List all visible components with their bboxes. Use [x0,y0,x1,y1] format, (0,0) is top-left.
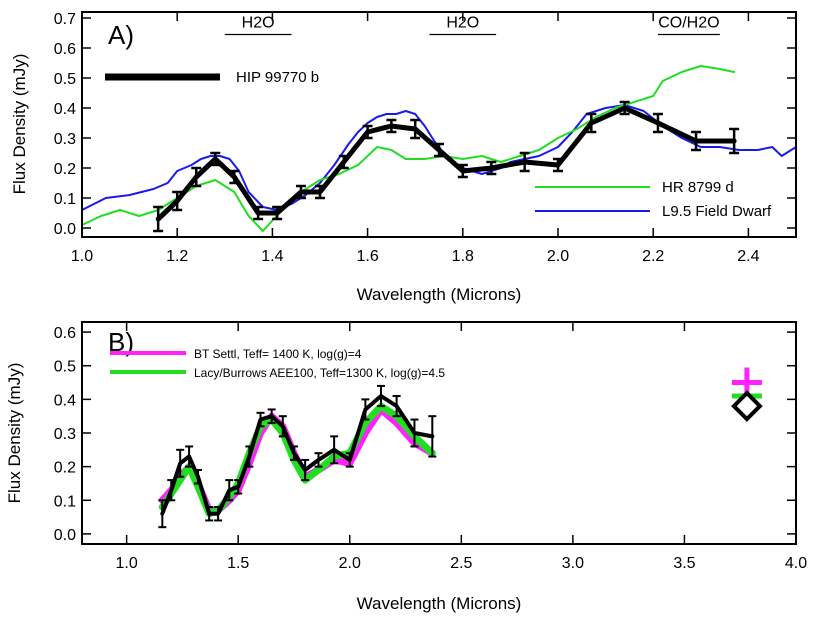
panel-a-y-axis-label: Flux Density (mJy) [10,54,29,195]
panel-a-axis-ticks: 1.0 1.2 1.4 1.6 1.8 2.0 2.2 2.4 0.0 0.1 0.2 0.3 0.4 0… [54,11,796,265]
panel-a-label: A) [108,20,134,50]
panel-b-series [158,367,763,529]
panel-b-y-tick-label: 0.0 [54,527,76,544]
panel-b-y-tick-label: 0.3 [54,426,76,443]
series-line-hip-99770-b [155,105,737,222]
panel-a-y-tick-label: 0.3 [54,131,76,148]
panel-b: 1.0 1.5 2.0 2.5 3.0 3.5 4.0 0.0 0.1 0.2 0.3 0.4 0.5 0… [5,321,807,613]
panel-a-y-tick-label: 0.5 [54,71,76,88]
panel-a-series [81,65,797,233]
panel-b-legend: BT Settl, Teff= 1400 K, log(g)=4 Lacy/Bu… [110,347,445,380]
panel-b-frame [81,321,797,545]
photometry-point-hip-99770-b [731,390,763,422]
panel-b-y-tick-label: 0.5 [54,359,76,376]
panel-b-y-tick-label: 0.4 [54,392,76,409]
legend-label-lacy-burrows: Lacy/Burrows AEE100, Teff=1300 K, log(g)… [194,366,445,380]
panel-a-frame [81,11,797,238]
legend-label-bt-settl: BT Settl, Teff= 1400 K, log(g)=4 [194,347,362,361]
panel-b-x-tick-label: 1.5 [227,555,249,572]
panel-a-absorption-bands: H2O H2O CO/H2O [224,15,720,36]
panel-a-y-tick-label: 0.7 [54,11,76,28]
panel-b-y-tick-label: 0.2 [54,460,76,477]
panel-b-axis-ticks: 1.0 1.5 2.0 2.5 3.0 3.5 4.0 0.0 0.1 0.2 0.3 0.4 0.5 0… [54,322,807,572]
panel-b-x-tick-label: 3.5 [673,555,695,572]
panel-a-x-tick-label: 1.0 [71,248,93,265]
band-label-h2o: H2O [446,15,479,32]
panel-b-x-tick-label: 3.0 [562,555,584,572]
panel-b-x-tick-label: 2.0 [339,555,361,572]
panel-a-y-tick-label: 0.1 [54,191,76,208]
panel-a-y-tick-label: 0.2 [54,161,76,178]
panel-b-x-tick-label: 4.0 [785,555,807,572]
panel-a-x-tick-label: 1.4 [261,248,283,265]
legend-label-hr-8799-d: HR 8799 d [662,179,734,196]
panel-a: 1.0 1.2 1.4 1.6 1.8 2.0 2.2 2.4 0.0 0.1 0.2 0.3 0.4 0… [10,11,797,304]
legend-label-hip-99770-b: HIP 99770 b [236,69,319,86]
panel-a-legend-bottom: HR 8799 d L9.5 Field Dwarf [535,179,772,220]
panel-b-y-tick-label: 0.1 [54,493,76,510]
panel-a-x-tick-label: 1.8 [452,248,474,265]
band-label-h2o: H2O [242,15,275,32]
panel-b-x-axis-label: Wavelength (Microns) [357,594,522,613]
panel-a-x-tick-label: 2.0 [547,248,569,265]
panel-a-x-axis-label: Wavelength (Microns) [357,285,522,304]
panel-b-y-tick-label: 0.6 [54,325,76,342]
panel-a-x-tick-label: 1.6 [356,248,378,265]
panel-a-y-tick-label: 0.0 [54,221,76,238]
panel-a-x-tick-label: 2.4 [737,248,759,265]
panel-a-x-tick-label: 2.2 [642,248,664,265]
panel-a-x-tick-label: 1.2 [166,248,188,265]
panel-a-y-tick-label: 0.4 [54,101,76,118]
panel-a-legend-top: HIP 99770 b [105,69,319,86]
panel-b-x-tick-label: 1.0 [116,555,138,572]
band-label-co-h2o: CO/H2O [658,15,719,32]
series-line-hr-8799-d [81,65,736,232]
legend-label-l95-field-dwarf: L9.5 Field Dwarf [662,203,772,220]
panel-b-y-axis-label: Flux Density (mJy) [5,363,24,504]
panel-a-y-tick-label: 0.6 [54,41,76,58]
panel-b-x-tick-label: 2.5 [450,555,472,572]
